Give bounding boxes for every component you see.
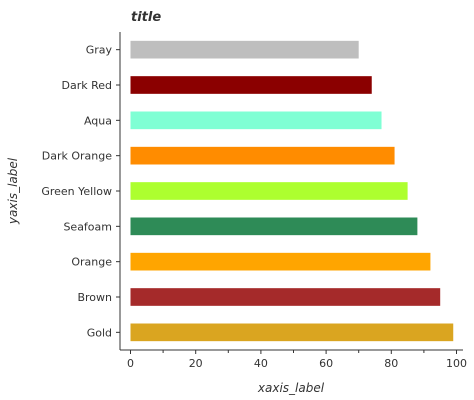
x-axis-label: xaxis_label <box>257 381 325 395</box>
bar-seafoam <box>130 217 418 236</box>
x-tick-label: 0 <box>127 357 134 370</box>
y-axis: Gray Dark Red Aqua Dark Orange Green Yellow S… <box>41 32 121 350</box>
x-tick-label: 60 <box>319 357 333 370</box>
x-tick-label: 40 <box>254 357 268 370</box>
y-tick-label: Dark Orange <box>42 150 112 163</box>
bar-green-yellow <box>130 182 408 200</box>
y-tick-label: Gray <box>86 44 113 57</box>
chart-title: title <box>131 10 161 25</box>
bar-gray <box>130 40 359 59</box>
y-tick-label: Dark Red <box>62 79 113 92</box>
bar-orange <box>130 252 431 271</box>
bar-dark-orange <box>130 146 395 165</box>
bar-brown <box>130 288 441 306</box>
x-axis: 0 20 40 60 80 100 <box>120 349 467 370</box>
y-axis-label: yaxis_label <box>6 157 20 225</box>
x-tick-label: 100 <box>446 357 467 370</box>
bar-aqua <box>130 111 382 130</box>
y-tick-label: Orange <box>71 256 112 269</box>
x-tick-label: 80 <box>384 357 398 370</box>
y-tick-label: Seafoam <box>63 220 112 233</box>
bars-group <box>130 40 454 342</box>
y-tick-label: Brown <box>77 291 112 304</box>
y-tick-label: Gold <box>87 326 112 339</box>
y-tick-label: Green Yellow <box>41 185 112 198</box>
bar-gold <box>130 323 454 342</box>
x-tick-label: 20 <box>189 357 203 370</box>
bar-dark-red <box>130 76 372 94</box>
y-tick-label: Aqua <box>84 114 112 127</box>
